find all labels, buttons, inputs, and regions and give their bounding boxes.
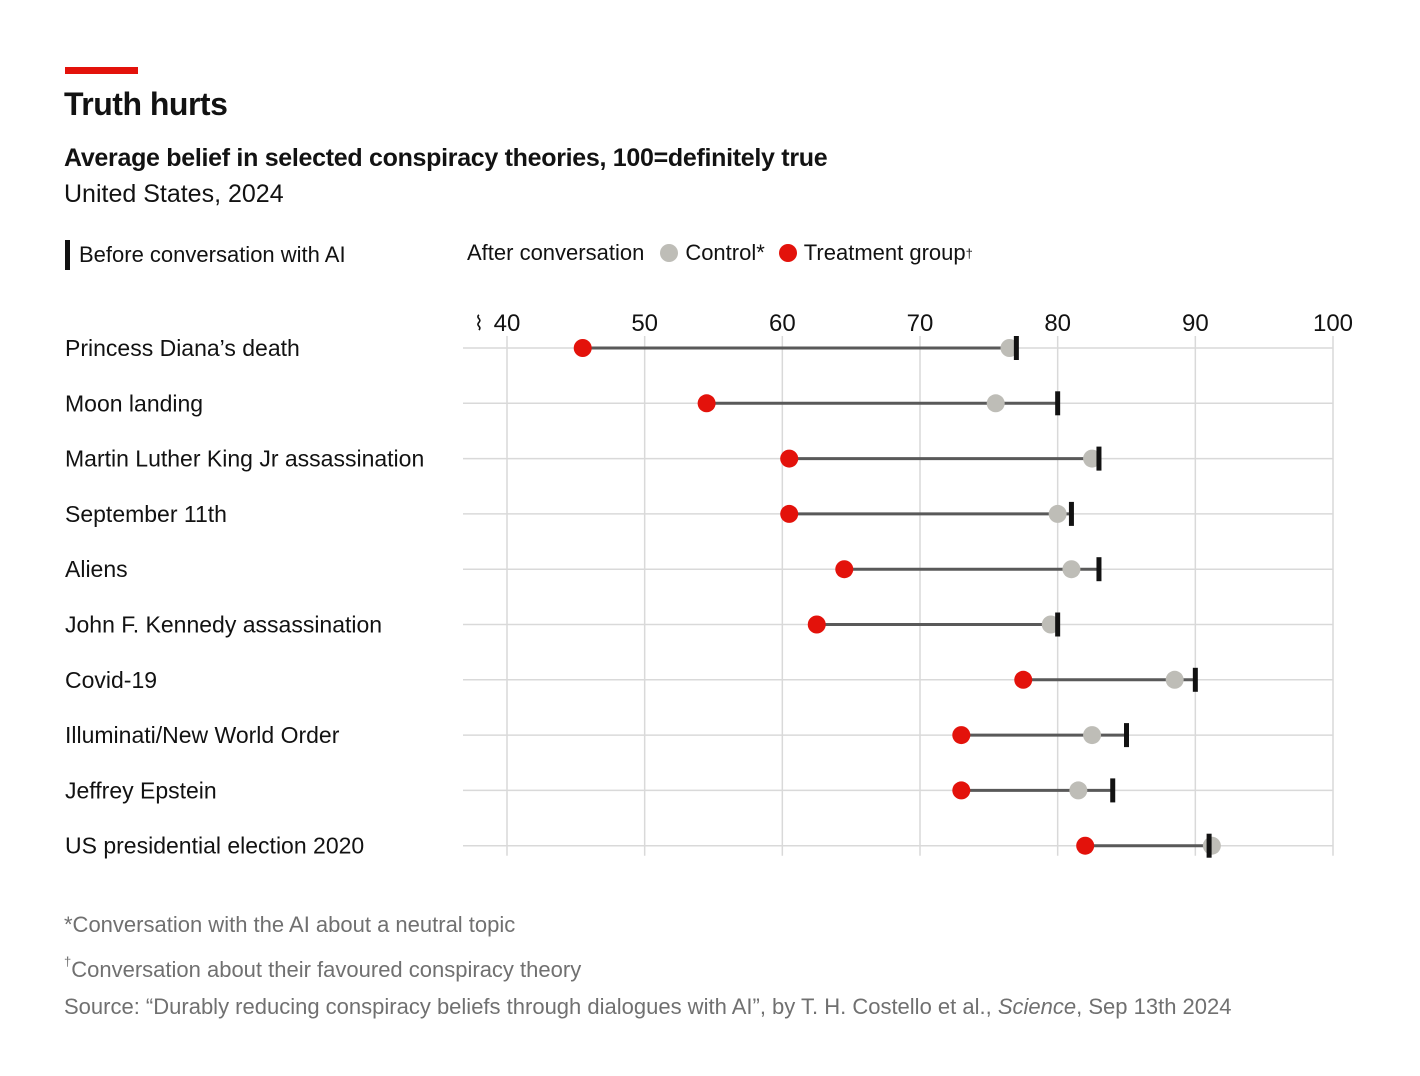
before-marker bbox=[1013, 336, 1019, 360]
footnotes: *Conversation with the AI about a neutra… bbox=[64, 906, 1231, 1025]
treatment-dot-icon bbox=[778, 244, 797, 262]
treatment-point bbox=[780, 449, 799, 468]
chart-region-year: United States, 2024 bbox=[64, 180, 284, 208]
treatment-point bbox=[807, 615, 826, 634]
control-point bbox=[1083, 726, 1102, 745]
x-tick-label: 50 bbox=[631, 310, 658, 337]
treatment-point bbox=[1076, 836, 1095, 855]
treatment-point bbox=[1014, 670, 1033, 689]
source-suffix: , Sep 13th 2024 bbox=[1076, 994, 1232, 1019]
before-marker bbox=[1110, 778, 1116, 803]
x-tick-label: 100 bbox=[1313, 310, 1353, 337]
category-label: Martin Luther King Jr assassination bbox=[65, 446, 424, 472]
treatment-point bbox=[952, 726, 971, 745]
x-tick-label: 60 bbox=[769, 310, 796, 337]
legend-treatment-label: Treatment group bbox=[803, 240, 966, 265]
category-label: Covid-19 bbox=[65, 667, 157, 693]
legend-before-label: Before conversation with AI bbox=[79, 242, 346, 267]
dumbbell-chart: 40 50 60 70 80 90 100 ⌇ Princess Diana’s death Mo… bbox=[65, 310, 1353, 859]
treatment-point bbox=[697, 394, 716, 413]
control-point bbox=[986, 394, 1005, 413]
footnote-treatment-text: Conversation about their favoured conspi… bbox=[71, 957, 582, 982]
x-tick-label: 90 bbox=[1182, 310, 1209, 337]
legend-before: Before conversation with AI bbox=[65, 240, 346, 270]
legend-after: After conversation Control* Treatment gr… bbox=[467, 240, 973, 266]
treatment-point bbox=[573, 339, 592, 357]
before-marker bbox=[1096, 446, 1102, 471]
source-prefix: Source: “Durably reducing conspiracy bel… bbox=[64, 994, 998, 1019]
control-point bbox=[1062, 560, 1081, 579]
legend-control-label: Control* bbox=[685, 240, 765, 265]
treatment-point bbox=[952, 781, 971, 800]
treatment-dagger: † bbox=[965, 245, 973, 261]
before-marker bbox=[1124, 723, 1129, 748]
treatment-point bbox=[780, 504, 799, 523]
footnote-dagger: † bbox=[64, 954, 72, 969]
category-label: Moon landing bbox=[65, 390, 203, 416]
category-label: Jeffrey Epstein bbox=[65, 777, 217, 803]
category-label: US presidential election 2020 bbox=[65, 833, 364, 859]
before-marker bbox=[1055, 391, 1061, 416]
category-label: September 11th bbox=[65, 501, 227, 527]
before-marker bbox=[1055, 612, 1061, 637]
control-dot-icon bbox=[660, 244, 679, 262]
x-tick-label: 80 bbox=[1044, 310, 1071, 337]
brand-accent-bar bbox=[65, 67, 138, 74]
source-journal: Science bbox=[997, 994, 1077, 1019]
before-marker bbox=[1068, 501, 1074, 526]
before-marker bbox=[1096, 557, 1102, 582]
category-label: John F. Kennedy assassination bbox=[65, 612, 382, 638]
x-tick-label: 70 bbox=[907, 310, 934, 337]
before-marker-icon bbox=[65, 240, 70, 270]
x-tick-label: 40 bbox=[494, 310, 521, 337]
before-marker bbox=[1192, 667, 1198, 692]
treatment-point bbox=[835, 560, 854, 579]
category-label: Aliens bbox=[65, 556, 128, 582]
before-marker bbox=[1206, 833, 1212, 858]
chart-subtitle: Average belief in selected conspiracy th… bbox=[64, 144, 828, 172]
control-point bbox=[1048, 504, 1067, 523]
control-point bbox=[1202, 836, 1221, 855]
legend-after-label: After conversation bbox=[467, 240, 645, 265]
control-point bbox=[1165, 670, 1184, 689]
category-label: Princess Diana’s death bbox=[65, 335, 300, 361]
source-line: Source: “Durably reducing conspiracy bel… bbox=[64, 988, 1231, 1025]
footnote-control: *Conversation with the AI about a neutra… bbox=[64, 912, 516, 937]
category-label: Illuminati/New World Order bbox=[65, 722, 340, 748]
axis-break-icon: ⌇ bbox=[474, 311, 484, 335]
control-point bbox=[1069, 781, 1088, 800]
footnote-treatment: †Conversation about their favoured consp… bbox=[64, 943, 1231, 988]
chart-title: Truth hurts bbox=[64, 86, 228, 122]
